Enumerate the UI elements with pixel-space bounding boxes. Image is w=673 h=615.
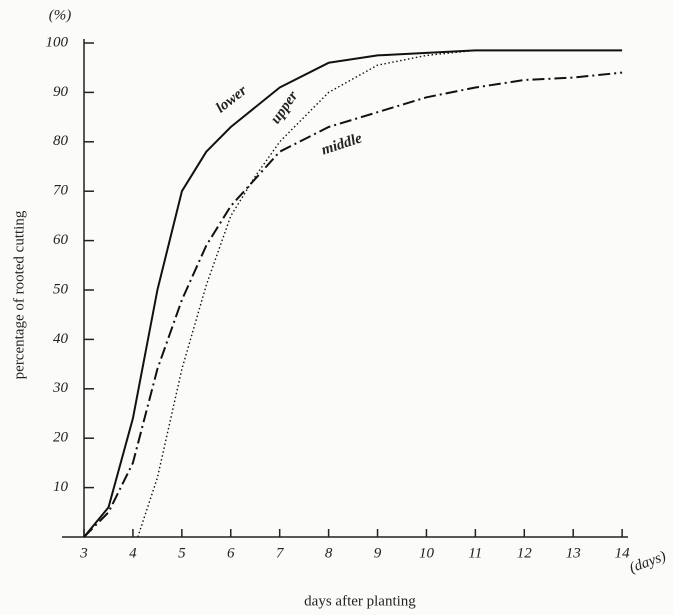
y-tick-label: 70 xyxy=(53,183,69,199)
series-line xyxy=(83,49,623,538)
y-tick-label: 100 xyxy=(46,34,69,50)
y-tick-label: 60 xyxy=(53,232,69,248)
y-tick-label: 50 xyxy=(53,281,69,297)
x-axis-label: days after planting xyxy=(304,593,416,609)
y-tick-label: 10 xyxy=(53,479,69,495)
x-tick-label: 5 xyxy=(178,545,186,561)
x-tick-label: 10 xyxy=(419,545,435,561)
x-tick-label: 4 xyxy=(129,545,137,561)
y-tick-label: 90 xyxy=(53,84,69,100)
y-axis-label: percentage of rooted cutting xyxy=(11,210,27,379)
y-tick-label: 80 xyxy=(53,133,69,149)
y-tick-label: 20 xyxy=(53,430,69,446)
series-label: middle xyxy=(320,130,365,158)
series-line xyxy=(137,49,623,538)
x-tick-label: 9 xyxy=(374,545,382,561)
x-tick-label: 3 xyxy=(79,545,88,561)
series-label: lower xyxy=(213,83,250,117)
x-tick-label: 8 xyxy=(325,545,333,561)
x-tick-label: 11 xyxy=(468,545,482,561)
x-tick-label: 6 xyxy=(227,545,235,561)
y-tick-label: 30 xyxy=(52,380,69,396)
x-unit: (days) xyxy=(627,549,668,577)
x-tick-label: 13 xyxy=(566,545,581,561)
y-tick-label: 40 xyxy=(53,331,69,347)
x-tick-label: 12 xyxy=(517,545,533,561)
x-tick-label: 14 xyxy=(615,545,631,561)
x-tick-label: 7 xyxy=(276,545,285,561)
y-unit: (%) xyxy=(49,7,72,23)
